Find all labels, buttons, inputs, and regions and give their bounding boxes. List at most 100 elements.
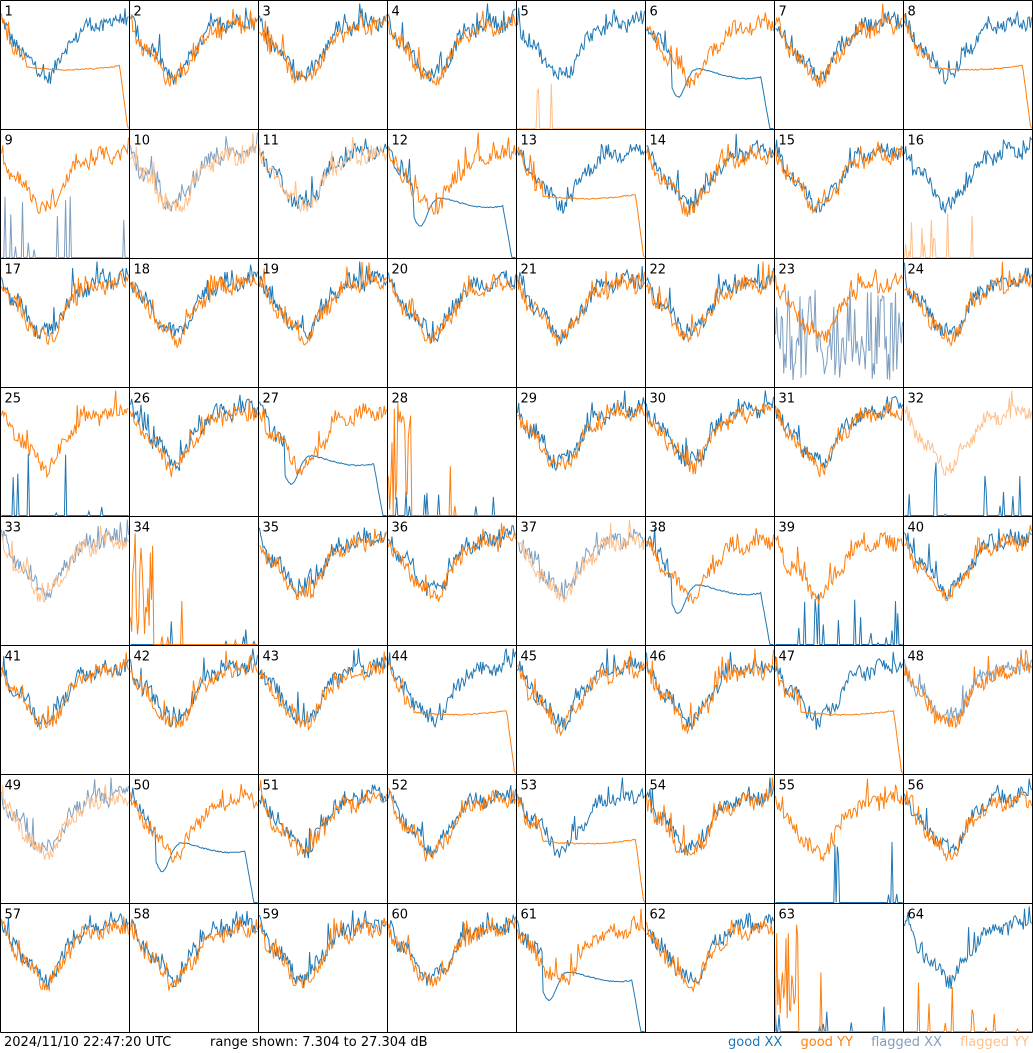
tile-61-label: 61 xyxy=(521,908,538,923)
tile-50-xx-series xyxy=(130,787,258,903)
tile-37: 37 xyxy=(517,519,645,603)
tile-29-yy-series xyxy=(517,400,645,470)
tile-33-label: 33 xyxy=(5,521,22,536)
tile-16-label: 16 xyxy=(908,134,925,149)
tile-61: 61 xyxy=(517,908,645,1032)
tile-12-yy-series xyxy=(388,132,516,216)
tile-43-label: 43 xyxy=(263,650,280,665)
tile-32: 32 xyxy=(904,390,1032,516)
tile-23: 23 xyxy=(775,263,903,381)
tile-54-yy-series xyxy=(646,777,774,856)
tile-60-label: 60 xyxy=(392,908,409,923)
tile-35-yy-series xyxy=(259,528,387,600)
tile-26-xx-series xyxy=(130,394,258,472)
tile-29-xx-series xyxy=(517,390,645,472)
tile-47-label: 47 xyxy=(779,650,796,665)
tile-60-xx-series xyxy=(388,912,516,986)
tile-46: 46 xyxy=(646,648,774,735)
tile-42-label: 42 xyxy=(134,650,151,665)
tile-39-xx-series xyxy=(775,593,903,645)
tile-10-xx-series xyxy=(130,132,258,212)
tile-4-label: 4 xyxy=(392,5,400,20)
tile-59-label: 59 xyxy=(263,908,280,923)
tile-64-label: 64 xyxy=(908,908,925,923)
tile-46-label: 46 xyxy=(650,650,667,665)
tile-20-yy-series xyxy=(388,273,516,345)
tile-39: 39 xyxy=(775,521,903,645)
tile-24-yy-series xyxy=(904,261,1032,348)
tile-2-yy-series xyxy=(130,8,258,87)
tile-6-label: 6 xyxy=(650,5,658,20)
tile-56-label: 56 xyxy=(908,779,925,794)
tile-51-xx-series xyxy=(259,783,387,859)
tile-38: 38 xyxy=(646,521,774,645)
tile-32-label: 32 xyxy=(908,392,925,407)
tile-7-yy-series xyxy=(775,3,903,88)
tile-52-yy-series xyxy=(388,787,516,862)
tile-64-yy-series xyxy=(904,982,1032,1032)
tile-41-label: 41 xyxy=(5,650,22,665)
tile-15: 15 xyxy=(775,134,903,215)
tile-50: 50 xyxy=(130,779,258,903)
tile-29-label: 29 xyxy=(521,392,538,407)
tile-7: 7 xyxy=(775,3,903,88)
tile-8-xx-series xyxy=(904,10,1032,85)
tile-36-label: 36 xyxy=(392,521,409,536)
tile-3-yy-series xyxy=(259,13,387,84)
tile-19-label: 19 xyxy=(263,263,280,278)
tile-28-yy-series xyxy=(388,403,516,516)
tile-51-yy-series xyxy=(259,779,387,857)
range-label: range shown: 7.304 to 27.304 dB xyxy=(210,1035,428,1050)
tile-15-xx-series xyxy=(775,139,903,214)
tile-17-yy-series xyxy=(1,270,129,346)
tile-50-label: 50 xyxy=(134,779,151,794)
tile-63-xx-series xyxy=(775,1006,903,1032)
tile-28: 28 xyxy=(388,392,516,516)
tile-60: 60 xyxy=(388,908,516,988)
tile-48-yy-series xyxy=(904,649,1032,730)
tile-11-label: 11 xyxy=(263,134,280,149)
tile-18-label: 18 xyxy=(134,263,151,278)
tile-19: 19 xyxy=(259,261,387,346)
tile-32-xx-series xyxy=(904,462,1032,516)
tile-44-yy-series xyxy=(388,661,516,774)
tile-4-yy-series xyxy=(388,10,516,87)
tile-38-label: 38 xyxy=(650,521,667,536)
tile-64: 64 xyxy=(904,906,1032,1032)
tile-35: 35 xyxy=(259,521,387,600)
tile-54: 54 xyxy=(646,777,774,856)
legend-good-xx: good XX xyxy=(727,1035,783,1050)
tile-43: 43 xyxy=(259,648,387,731)
tile-51-label: 51 xyxy=(263,779,280,794)
tile-13: 13 xyxy=(517,134,645,258)
tile-47-xx-series xyxy=(775,651,903,730)
tile-55-yy-series xyxy=(775,778,903,863)
tile-36: 36 xyxy=(388,521,516,602)
tile-11: 11 xyxy=(259,134,387,213)
tile-33: 33 xyxy=(1,519,129,603)
tile-27-yy-series xyxy=(259,403,387,476)
tile-19-yy-series xyxy=(259,261,387,346)
tile-36-xx-series xyxy=(388,525,516,597)
tile-26-label: 26 xyxy=(134,392,151,407)
tile-30-label: 30 xyxy=(650,392,667,407)
tile-58-yy-series xyxy=(130,918,258,991)
tile-41-yy-series xyxy=(1,652,129,731)
tile-5: 5 xyxy=(517,5,645,129)
tile-21: 21 xyxy=(517,263,645,347)
tile-11-xx-series xyxy=(259,138,387,210)
tile-30-yy-series xyxy=(646,403,774,475)
legend-flagged-xx: flagged XX xyxy=(871,1035,942,1050)
tile-34-yy-series xyxy=(130,533,258,645)
tile-1: 1 xyxy=(1,5,129,129)
timestamp: 2024/11/10 22:47:20 UTC xyxy=(4,1035,172,1050)
tile-9-label: 9 xyxy=(5,134,13,149)
tile-20-xx-series xyxy=(388,270,516,344)
tile-45: 45 xyxy=(517,648,645,737)
tile-60-yy-series xyxy=(388,916,516,988)
legend: good XX good YY flagged XX flagged YY xyxy=(714,1034,1029,1051)
tile-28-xx-series xyxy=(388,491,516,516)
tile-15-label: 15 xyxy=(779,134,796,149)
tile-13-yy-series xyxy=(517,146,645,258)
tile-62-label: 62 xyxy=(650,908,667,923)
